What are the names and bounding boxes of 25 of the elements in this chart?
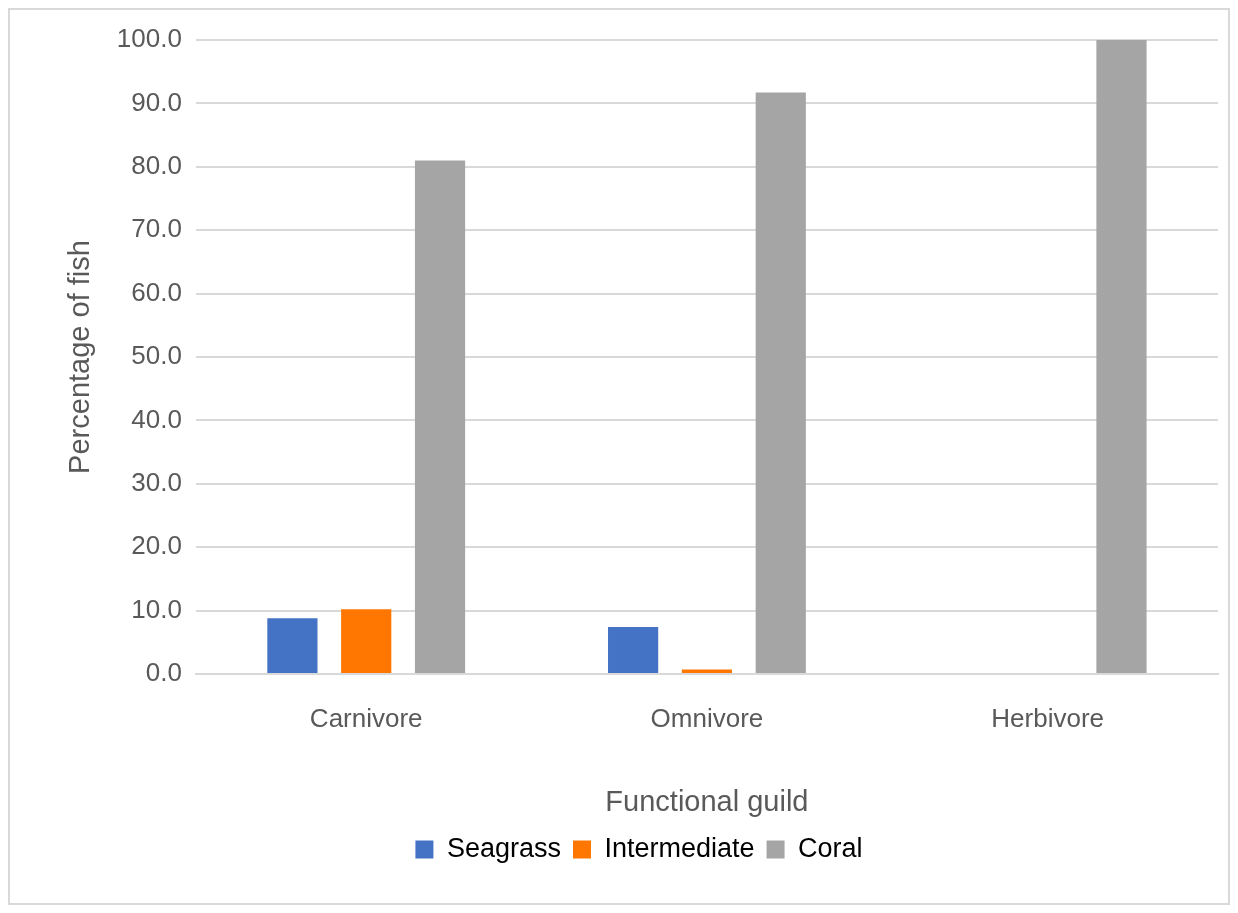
y-tick-label: 0.0 — [145, 657, 182, 688]
legend-label: Coral — [798, 832, 863, 863]
y-tick-label: 80.0 — [131, 149, 182, 180]
x-tick-label: Herbivore — [991, 702, 1104, 733]
bar — [341, 609, 392, 673]
y-tick-label: 30.0 — [131, 466, 182, 497]
y-tick-label: 70.0 — [131, 213, 182, 244]
y-tick-label: 10.0 — [131, 593, 182, 624]
bar — [1096, 40, 1147, 673]
bar — [608, 627, 659, 673]
x-tick-label: Omnivore — [650, 702, 764, 733]
y-axis-title: Percentage of fish — [63, 240, 96, 474]
y-tick-label: 50.0 — [131, 340, 182, 371]
bar — [755, 92, 806, 673]
y-tick-label: 20.0 — [131, 530, 182, 561]
y-tick-label: 40.0 — [131, 403, 182, 434]
bar — [267, 618, 318, 673]
y-tick-label: 90.0 — [131, 86, 182, 117]
x-axis-title: Functional guild — [605, 784, 809, 817]
legend-label: Seagrass — [446, 832, 561, 863]
y-tick-label: 100.0 — [116, 23, 182, 54]
y-tick-label: 60.0 — [131, 276, 182, 307]
legend-label: Intermediate — [604, 832, 755, 863]
x-tick-label: Carnivore — [309, 702, 423, 733]
bar — [414, 160, 466, 673]
